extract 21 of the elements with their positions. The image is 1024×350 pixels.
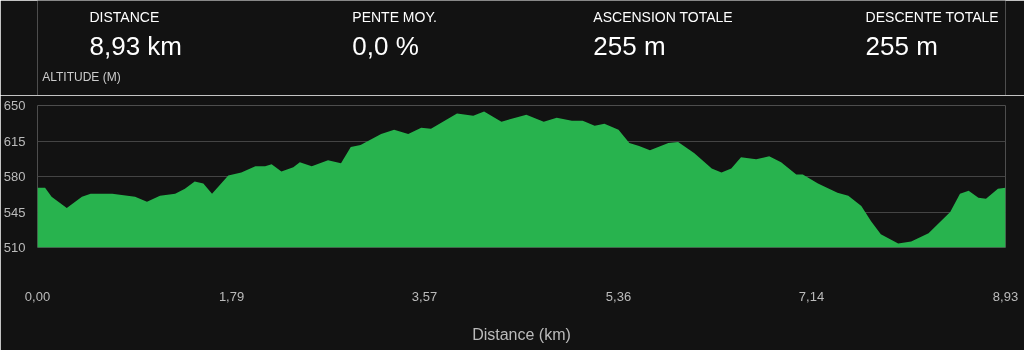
x-tick-label: 3,57 (411, 288, 438, 304)
text: DESCENTE TOTALE (865, 8, 999, 25)
x-tick-label: 5,36 (605, 288, 632, 304)
x-tick-label: 8,93 (992, 288, 1019, 304)
y-axis-title: ALTITUDE (M) (42, 69, 121, 84)
y-tick-label: 510 (3, 240, 26, 255)
x-axis-title: Distance (km) (472, 325, 571, 343)
text: 255 m (593, 30, 666, 61)
x-tick-label: 0,00 (24, 288, 51, 304)
text: DISTANCE (89, 8, 160, 25)
text: PENTE MOY. (352, 8, 437, 25)
y-tick-label: 650 (3, 98, 26, 113)
x-tick-label: 1,79 (218, 288, 245, 304)
y-tick-label: 580 (3, 169, 26, 184)
x-tick-label: 7,14 (798, 288, 825, 304)
text: 255 m (865, 30, 938, 61)
text: 0,0 % (352, 30, 419, 61)
y-tick-label: 545 (3, 204, 26, 220)
y-tick-label: 615 (3, 133, 26, 149)
text: ASCENSION TOTALE (593, 8, 733, 25)
text: 8,93 km (89, 30, 182, 61)
